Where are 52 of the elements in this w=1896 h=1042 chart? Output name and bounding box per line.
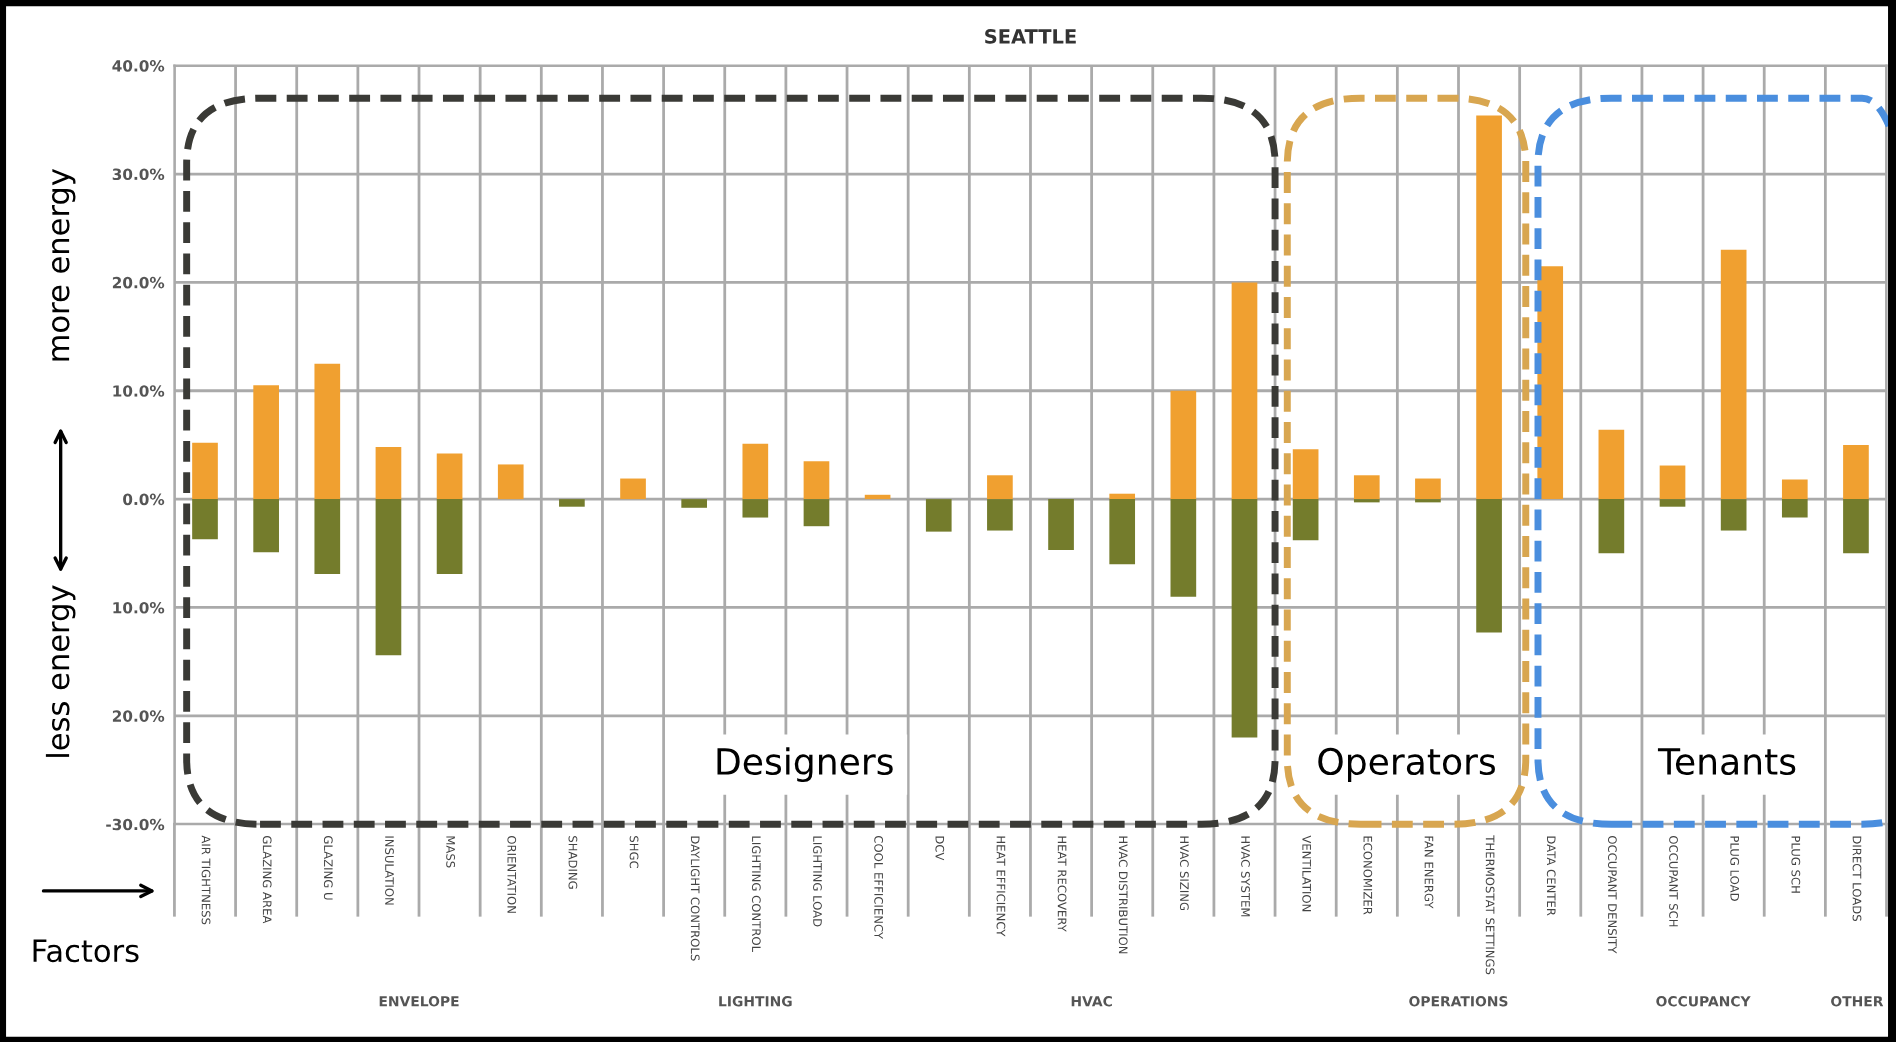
bar <box>1048 499 1074 551</box>
text: less energy <box>45 585 76 757</box>
bar <box>314 499 341 574</box>
bar <box>1170 499 1197 597</box>
bar <box>253 385 279 500</box>
text: Factors <box>33 939 139 963</box>
bar <box>436 453 463 500</box>
bar <box>1598 429 1625 500</box>
bar <box>864 494 891 500</box>
bar <box>1843 499 1869 554</box>
bar <box>1781 499 1808 518</box>
bar <box>1476 115 1502 500</box>
bar <box>620 478 646 500</box>
annotation: Tenants <box>1657 748 1796 776</box>
bar <box>1720 249 1747 500</box>
bar <box>987 475 1013 500</box>
bar <box>1109 493 1136 500</box>
bar <box>803 499 830 527</box>
bar <box>1781 479 1808 500</box>
bar <box>681 499 708 508</box>
bar <box>1231 499 1258 738</box>
bar <box>192 499 218 540</box>
bar <box>375 447 402 500</box>
bar <box>1231 282 1258 500</box>
bar <box>925 499 952 532</box>
annotation: Operators <box>1318 747 1495 783</box>
bar <box>192 442 218 500</box>
bar <box>1720 499 1747 531</box>
bar <box>1353 475 1380 500</box>
bar <box>436 499 463 574</box>
annotation: Designers <box>717 747 893 783</box>
bar <box>803 461 830 500</box>
bar <box>314 363 341 500</box>
bar <box>742 499 769 518</box>
bar <box>1659 499 1686 507</box>
bar <box>1109 499 1136 565</box>
bar <box>375 499 402 656</box>
bar <box>497 464 524 500</box>
bar <box>1598 499 1625 554</box>
bar <box>987 499 1013 531</box>
bar <box>1292 449 1319 500</box>
text: more energy <box>51 168 76 361</box>
bar <box>1659 465 1686 500</box>
bar <box>1415 478 1441 500</box>
bar <box>1843 444 1869 500</box>
bar <box>1476 499 1502 633</box>
bar <box>1292 499 1319 541</box>
chart-title: SEATTLE <box>985 28 1076 44</box>
bar <box>742 443 769 500</box>
bar <box>559 499 585 507</box>
bar <box>1170 390 1197 500</box>
bar <box>253 499 279 553</box>
